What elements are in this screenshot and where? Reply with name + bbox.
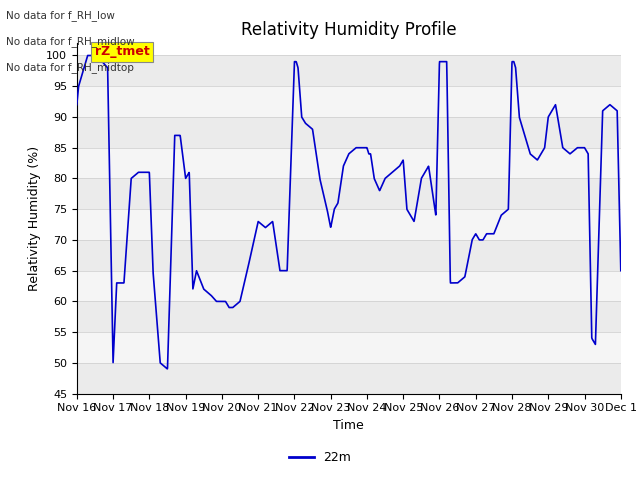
Title: Relativity Humidity Profile: Relativity Humidity Profile <box>241 21 456 39</box>
Text: No data for f_RH_low: No data for f_RH_low <box>6 10 115 21</box>
Bar <box>77 363 621 394</box>
Bar <box>77 148 621 179</box>
Text: rZ_tmet: rZ_tmet <box>95 46 150 59</box>
X-axis label: Time: Time <box>333 419 364 432</box>
Text: No data for f_RH_midtop: No data for f_RH_midtop <box>6 62 134 73</box>
Bar <box>77 209 621 240</box>
Bar <box>77 56 621 86</box>
Bar <box>77 332 621 363</box>
Legend: 22m: 22m <box>284 446 356 469</box>
Bar <box>77 301 621 332</box>
Bar <box>77 271 621 301</box>
Y-axis label: Relativity Humidity (%): Relativity Humidity (%) <box>28 146 40 291</box>
Bar <box>77 240 621 271</box>
Bar <box>77 179 621 209</box>
Bar <box>77 86 621 117</box>
Text: No data for f_RH_midlow: No data for f_RH_midlow <box>6 36 135 47</box>
Bar <box>77 117 621 148</box>
